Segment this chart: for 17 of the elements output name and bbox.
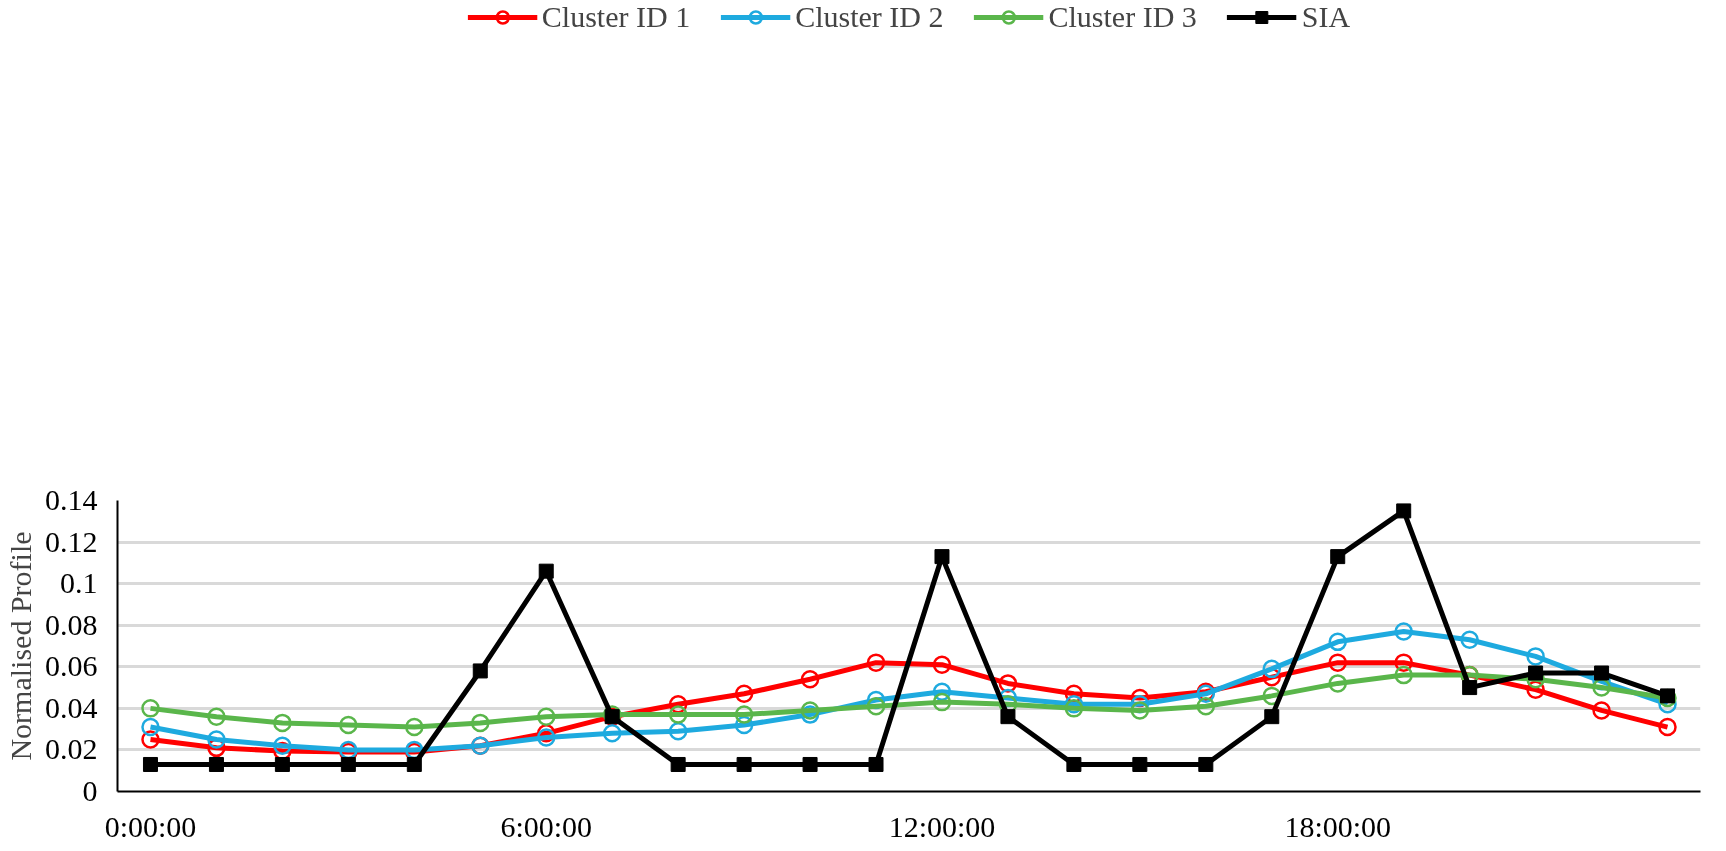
x-tick-label: 12:00:00: [888, 809, 996, 843]
x-tick-label: 18:00:00: [1284, 809, 1392, 843]
y-tick-label: 0.06: [45, 649, 98, 683]
y-axis-title: Normalised Profile: [4, 531, 37, 761]
x-tick-label: 6:00:00: [500, 809, 593, 843]
y-tick-label: 0.02: [45, 732, 98, 766]
legend-label: Cluster ID 3: [1048, 0, 1197, 34]
legend-label: Cluster ID 1: [541, 0, 691, 34]
y-tick-label: 0.1: [60, 566, 98, 600]
legend-label: SIA: [1301, 0, 1351, 34]
y-tick-label: 0.08: [45, 607, 98, 641]
y-tick-label: 0.04: [45, 690, 98, 724]
legend-label: Cluster ID 2: [795, 0, 944, 34]
y-tick-label: 0.12: [45, 524, 98, 558]
x-tick-label: 0:00:00: [104, 809, 197, 843]
y-tick-label: 0: [82, 774, 98, 807]
y-tick-label: 0.14: [45, 483, 98, 516]
